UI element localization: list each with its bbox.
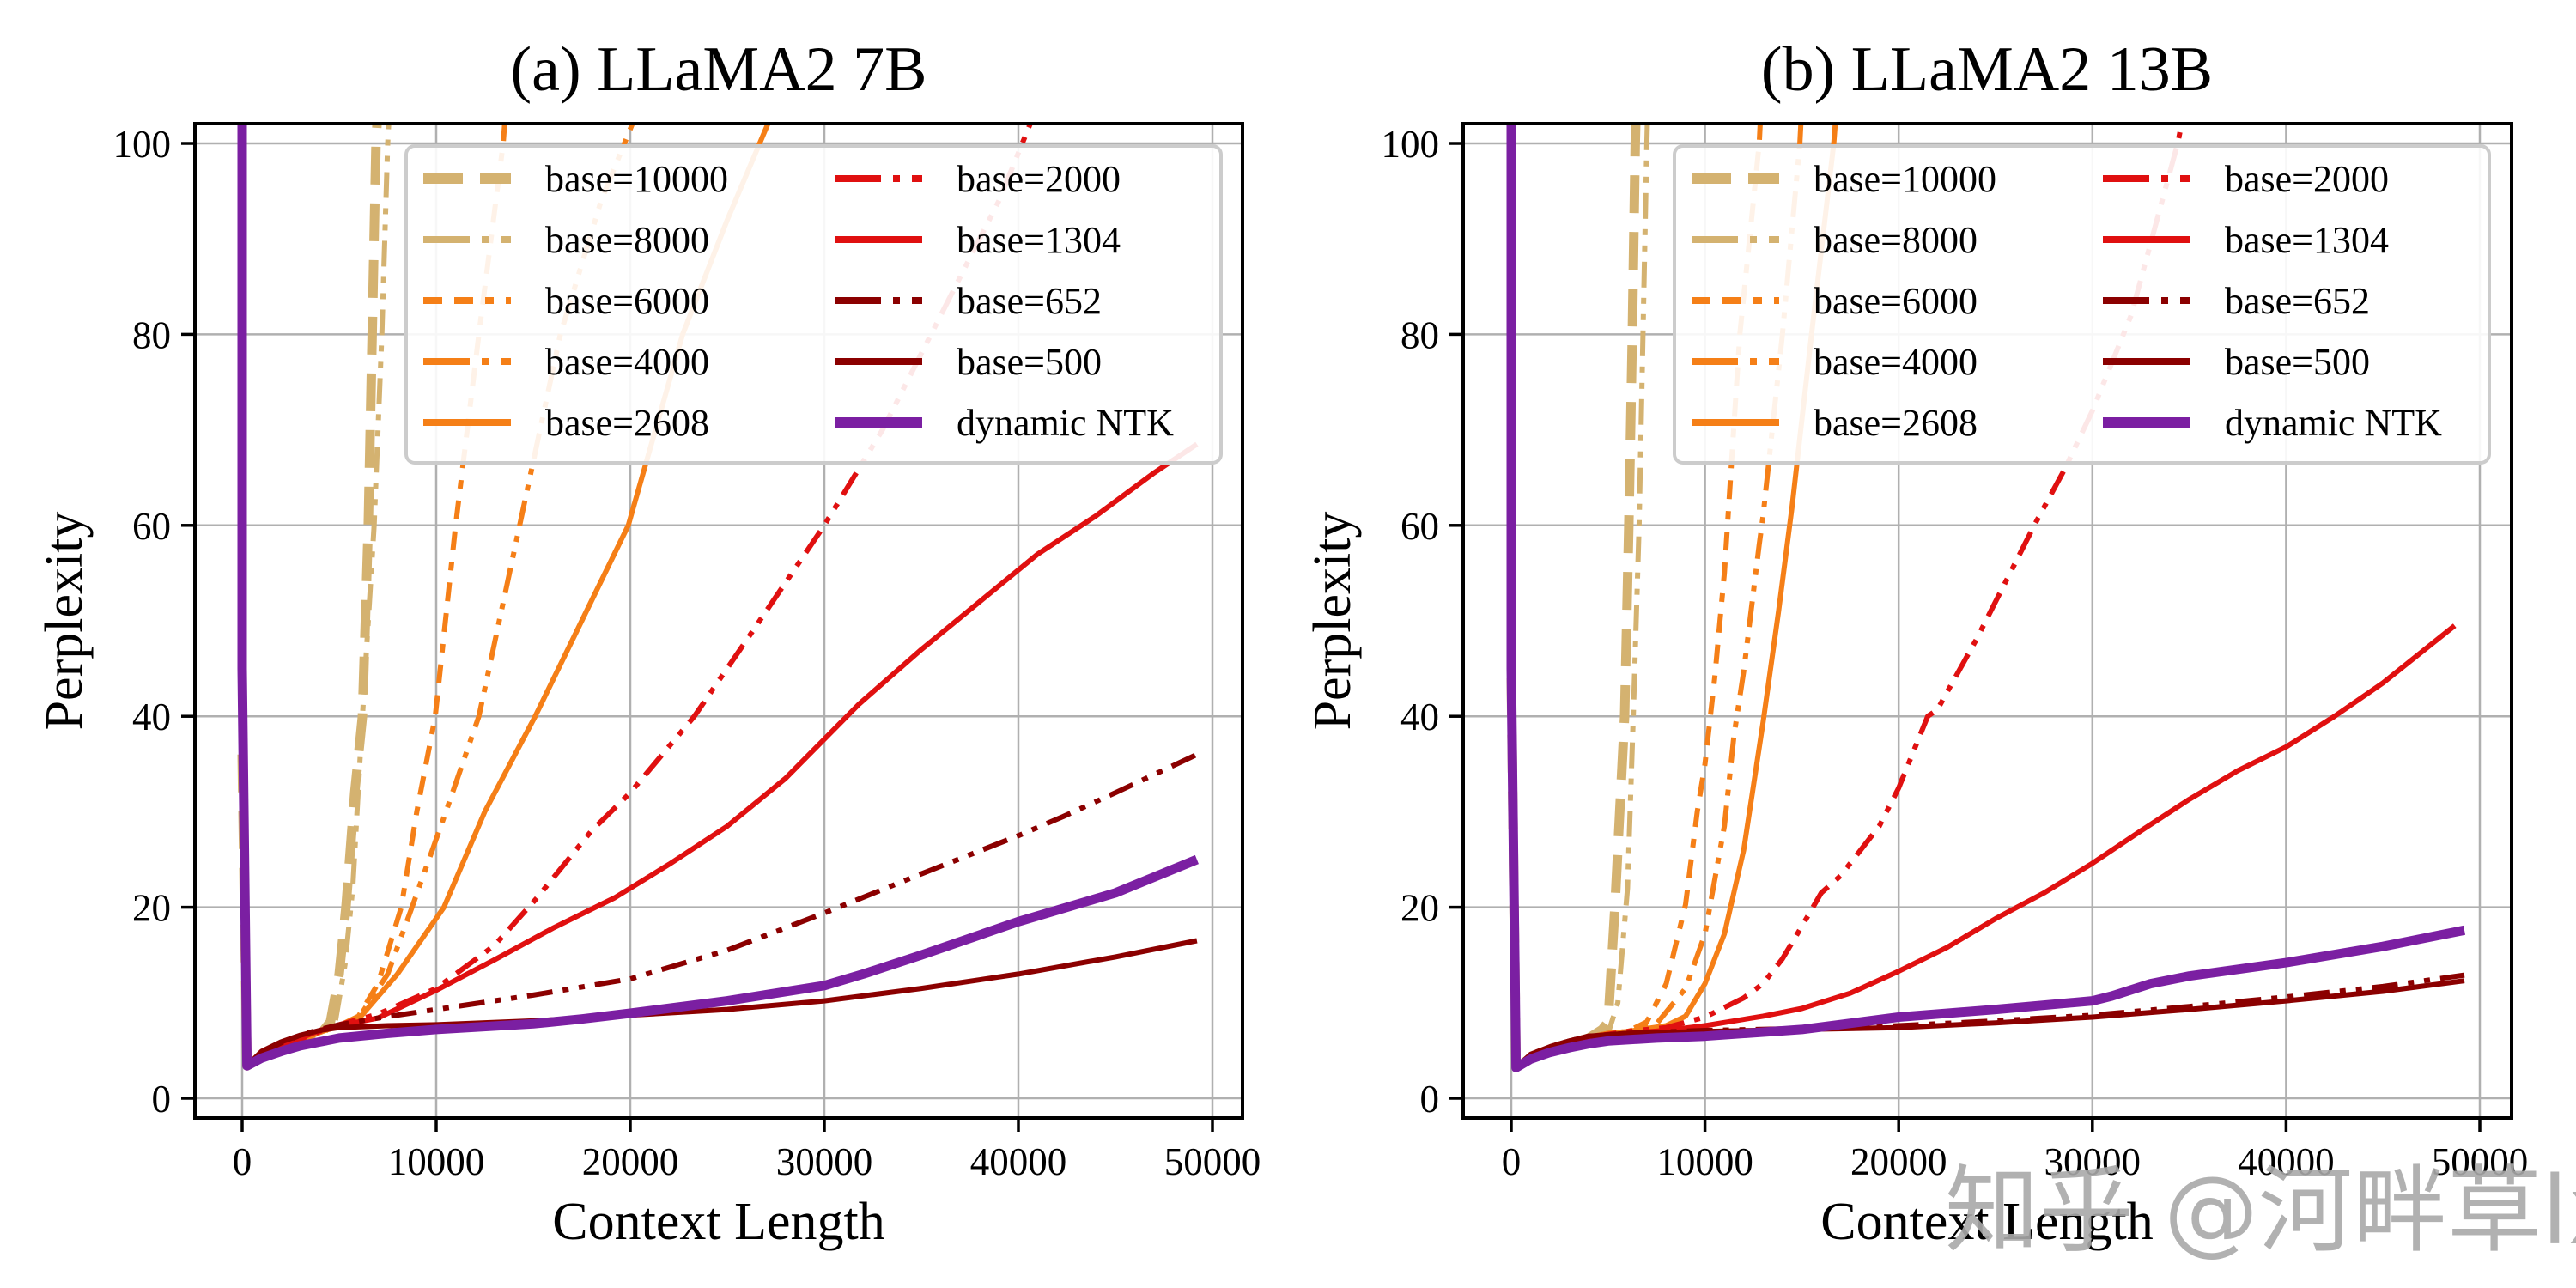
axes-frame	[193, 122, 1244, 1120]
x-tick-label: 20000	[582, 1140, 679, 1183]
legend-label: base=6000	[1814, 280, 1978, 322]
y-tick-label: 60	[1400, 505, 1439, 548]
legend-box	[404, 144, 1223, 465]
x-tick-label: 40000	[970, 1140, 1067, 1183]
chart-title: (b) LLaMA2 13B	[1761, 34, 2213, 105]
y-tick-label: 20	[132, 887, 171, 930]
series-line-dynamic-ntk	[237, 124, 1199, 1071]
x-tick-label: 50000	[1164, 1140, 1261, 1183]
series-line-base-8000	[1509, 124, 1650, 1071]
legend-label: dynamic NTK	[957, 402, 1174, 444]
x-tick-label: 20000	[1850, 1140, 1947, 1183]
panel-llama2-13b: 0 10000 20000 30000 40000 50000 0 20 40 60 80 100 (…	[1303, 34, 2528, 1251]
legend-box	[1673, 144, 2491, 465]
y-tick-label: 60	[132, 505, 171, 548]
legend-label: dynamic NTK	[2225, 402, 2442, 444]
y-tick-label: 100	[1382, 123, 1440, 166]
watermark: 知乎 @河畔草lxr	[1945, 1156, 2576, 1266]
series-line-base-6000	[1509, 124, 1763, 1071]
y-axis-label: Perplexity	[35, 512, 94, 731]
y-tick-label: 40	[132, 696, 171, 738]
legend-label: base=2000	[957, 158, 1121, 200]
series-layer	[1506, 124, 2466, 1072]
legend-label: base=1304	[2225, 219, 2389, 261]
legend-label: base=1304	[957, 219, 1121, 261]
y-axis-label: Perplexity	[1303, 512, 1362, 731]
y-tick-label: 0	[1420, 1078, 1440, 1121]
ticks: 0 10000 20000 30000 40000 50000 0 20 40 60 80 100	[1382, 123, 2529, 1183]
x-tick-label: 0	[1502, 1140, 1522, 1183]
legend-label: base=2000	[2225, 158, 2389, 200]
panel-llama2-7b: 0 10000 20000 30000 40000 50000 0 20 40 60 80 100 (…	[35, 34, 1261, 1251]
legend-label: base=652	[2225, 280, 2370, 322]
axes-spines	[193, 122, 1244, 1120]
legend-label: base=652	[957, 280, 1102, 322]
series-layer	[237, 124, 1199, 1071]
axes-frame	[1461, 122, 2513, 1120]
legend-label: base=2608	[1814, 402, 1978, 444]
legend-label: base=8000	[545, 219, 709, 261]
x-tick-label: 0	[233, 1140, 252, 1183]
series-line-base-10000	[237, 124, 382, 1071]
x-tick-label: 30000	[2044, 1140, 2142, 1183]
x-tick-label: 40000	[2238, 1140, 2335, 1183]
axes-spines	[1461, 122, 2513, 1120]
y-tick-label: 80	[1400, 313, 1439, 356]
series-line-base-10000	[1506, 124, 1641, 1072]
x-tick-label: 10000	[388, 1140, 485, 1183]
y-tick-label: 40	[1400, 696, 1439, 738]
legend-label: base=4000	[545, 341, 709, 383]
series-line-base-1304	[240, 441, 1199, 1069]
series-line-base-1304	[1509, 623, 2457, 1071]
y-tick-label: 20	[1400, 887, 1439, 930]
legend-label: base=500	[2225, 341, 2370, 383]
legend-label: base=10000	[1814, 158, 1996, 200]
legend-label: base=6000	[545, 280, 709, 322]
legend: base=10000 base=8000 base=6000 base=4000 bas…	[404, 144, 1223, 465]
x-tick-label: 10000	[1656, 1140, 1753, 1183]
y-tick-label: 80	[132, 313, 171, 356]
legend-label: base=2608	[545, 402, 709, 444]
x-tick-label: 50000	[2432, 1140, 2529, 1183]
legend-label: base=500	[957, 341, 1102, 383]
legend-label: base=10000	[545, 158, 728, 200]
series-line-dynamic-ntk	[1506, 124, 2466, 1072]
y-tick-label: 0	[152, 1078, 172, 1121]
chart-title: (a) LLaMA2 7B	[511, 34, 927, 105]
legend-label: base=4000	[1814, 341, 1978, 383]
series-line-base-8000	[240, 124, 392, 1069]
y-tick-label: 100	[113, 123, 172, 166]
ticks: 0 10000 20000 30000 40000 50000 0 20 40 60 80 100	[113, 123, 1261, 1183]
x-axis-label: Context Length	[552, 1193, 884, 1251]
x-axis-label: Context Length	[1820, 1193, 2153, 1251]
x-tick-label: 30000	[776, 1140, 873, 1183]
legend: base=10000 base=8000 base=6000 base=4000 bas…	[1673, 144, 2491, 465]
legend-label: base=8000	[1814, 219, 1978, 261]
